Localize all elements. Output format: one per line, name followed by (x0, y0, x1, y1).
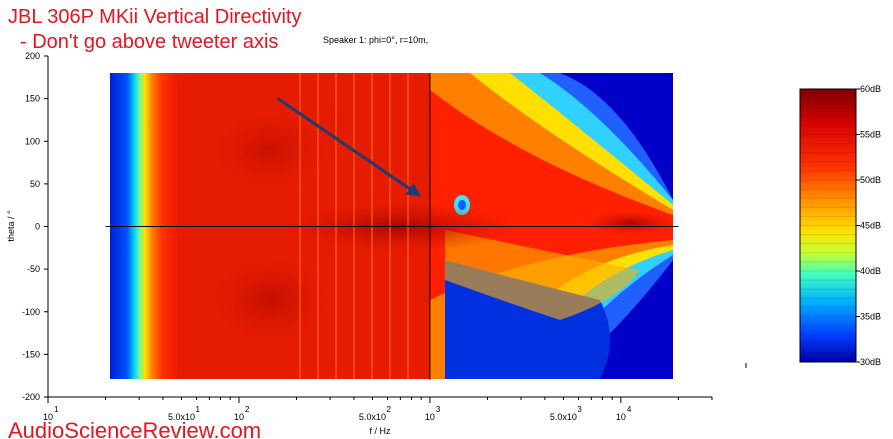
y-tick-label: -150 (22, 349, 40, 359)
x-axis-label: f / Hz (369, 426, 391, 436)
colorbar (799, 88, 857, 363)
x-tick-text: 10 (425, 412, 435, 422)
y-tick-label: -200 (22, 392, 40, 402)
x-tick-exponent: 1 (54, 405, 59, 414)
y-ticks: 200 150 100 50 0 -50 -100 -150 -200 (22, 51, 48, 402)
y-tick-label: 150 (25, 94, 40, 104)
watermark: AudioScienceReview.com (8, 418, 261, 439)
y-tick-label: -100 (22, 307, 40, 317)
annotation-arrow (277, 97, 422, 197)
x-tick-text: 5.0x10 (168, 412, 195, 422)
x-tick-exponent: 3 (577, 405, 582, 414)
colorbar-tick-label: 45dB (860, 221, 881, 231)
y-tick-label: 0 (35, 222, 40, 232)
x-tick-label: 101 (43, 405, 59, 422)
colorbar-bands (800, 97, 856, 354)
x-tick-exponent: 1 (195, 405, 200, 414)
x-tick-label: 103 (425, 405, 441, 422)
heatmap-area (110, 73, 673, 379)
colorbar-tick-label: 30dB (860, 357, 881, 367)
y-tick-label: 200 (25, 51, 40, 61)
x-tick-text: 10 (234, 412, 244, 422)
x-tick-label: 102 (234, 405, 250, 422)
chart-subtitle: - Don't go above tweeter axis (20, 31, 278, 53)
x-tick-label: 104 (616, 405, 632, 422)
colorbar-tick-label: 55dB (860, 130, 881, 140)
colorbar-tick-label: 60dB (860, 84, 881, 94)
y-tick-label: -50 (27, 264, 40, 274)
colorbar-tick-label: 40dB (860, 266, 881, 276)
y-axis-label: theta / ° (6, 210, 16, 242)
x-minor-ticks (47, 397, 713, 403)
x-tick-text: 10 (616, 412, 626, 422)
colorbar-ticks: 60dB 55dB 50dB 45dB 40dB 35dB 30dB (856, 84, 881, 367)
x-tick-exponent: 2 (245, 405, 250, 414)
y-tick-label: 100 (25, 136, 40, 146)
colorbar-tick-label: 50dB (860, 175, 881, 185)
chart-title: JBL 306P MKii Vertical Directivity (8, 6, 301, 28)
colorbar-tick-label: 35dB (860, 312, 881, 322)
x-tick-text: 5.0x10 (359, 412, 386, 422)
x-tick-exponent: 3 (436, 405, 441, 414)
x-tick-exponent: 2 (386, 405, 391, 414)
x-tick-text: 10 (43, 412, 53, 422)
y-tick-label: 50 (30, 179, 40, 189)
x-tick-exponent: 4 (627, 405, 632, 414)
x-tick-text: 5.0x10 (550, 412, 577, 422)
plot-title: Speaker 1: phi=0°, r=10m, (323, 35, 428, 45)
